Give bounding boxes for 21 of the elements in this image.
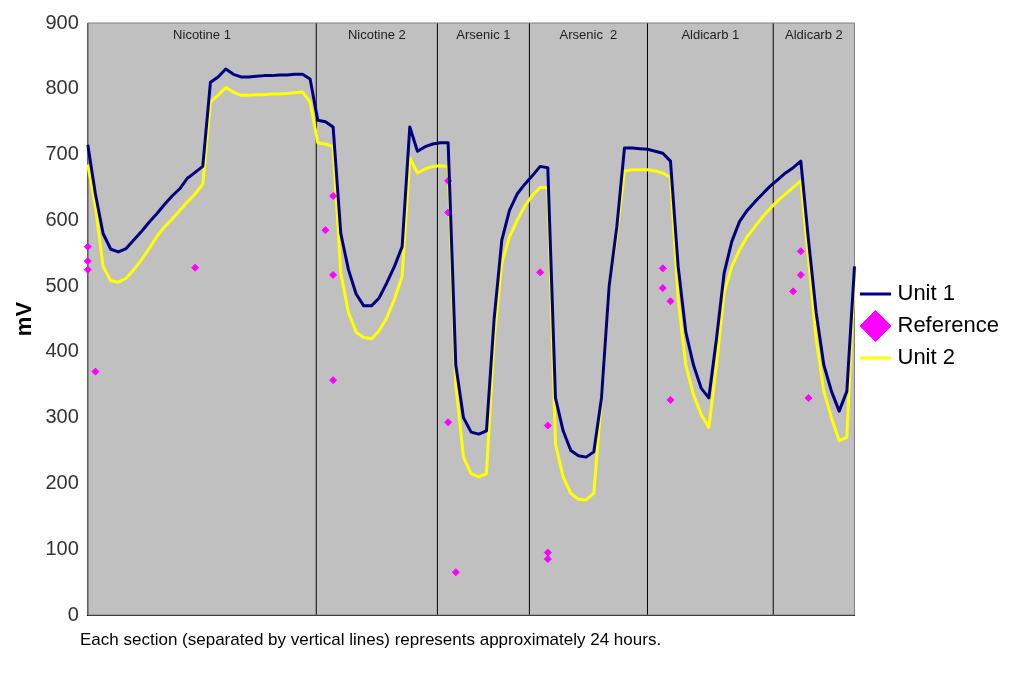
annotation: Aldicarb 2 <box>784 27 843 43</box>
annotation: Aldicarb 1 <box>681 27 740 43</box>
legend-label: Unit 1 <box>897 280 955 306</box>
annotation: Arsenic 1 <box>456 27 511 43</box>
annotation: Nicotine 1 <box>173 27 231 43</box>
annotation: Arsenic 2 <box>559 27 618 43</box>
annotation: Nicotine 2 <box>347 27 406 43</box>
y-tick-label: 800 <box>45 76 79 99</box>
legend-label: Unit 2 <box>897 344 955 370</box>
legend-label: Reference <box>897 312 1000 338</box>
y-tick-label: 200 <box>45 470 79 493</box>
y-tick-label: 300 <box>45 405 79 428</box>
y-tick-label: 900 <box>45 10 79 33</box>
y-tick-label: 500 <box>45 273 79 296</box>
text: Each section (separated by vertical lines) represents approximately 24 hours. <box>80 630 663 650</box>
y-tick-label: 100 <box>45 536 79 559</box>
y-tick-label: 400 <box>45 339 79 362</box>
y-tick-label: 700 <box>45 142 79 165</box>
y-axis-title: mV <box>11 301 37 337</box>
y-tick-label: 600 <box>45 207 79 230</box>
y-tick-label: 0 <box>67 602 79 625</box>
